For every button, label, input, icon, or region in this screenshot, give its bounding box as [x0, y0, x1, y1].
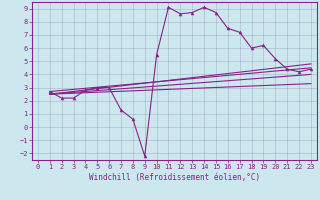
X-axis label: Windchill (Refroidissement éolien,°C): Windchill (Refroidissement éolien,°C): [89, 173, 260, 182]
